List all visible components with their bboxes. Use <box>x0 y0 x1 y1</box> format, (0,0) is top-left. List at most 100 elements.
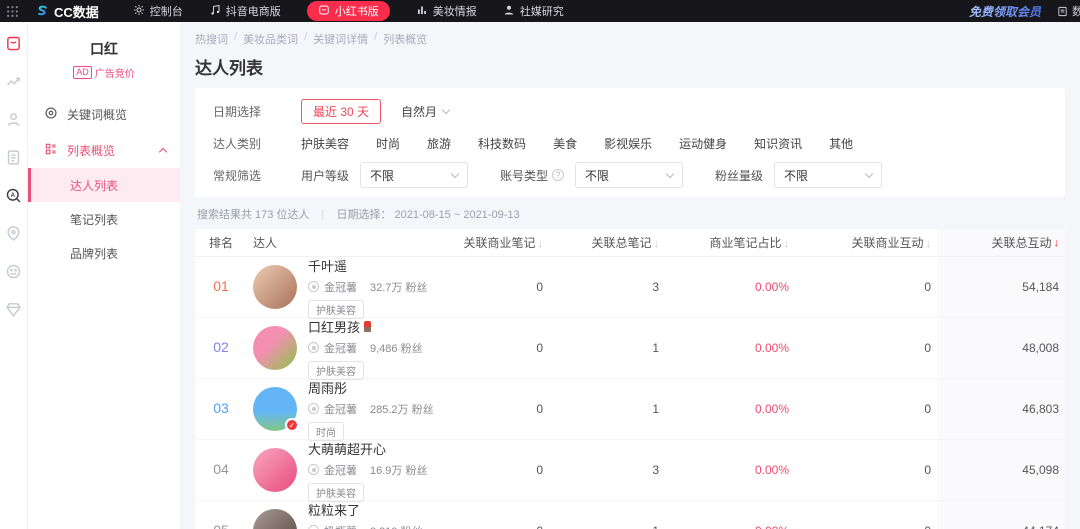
topnav-console[interactable]: 控制台 <box>133 3 183 19</box>
talent-name-text: 千叶遥 <box>308 258 348 274</box>
sidebar-item-keyword-overview[interactable]: 关键词概览 <box>28 96 180 132</box>
sidebar-item-list-overview[interactable]: 列表概览 <box>28 132 180 168</box>
results-bar: 搜索结果共 173 位达人 日期选择： 2021-08-15 ~ 2021-09… <box>195 197 1065 229</box>
top-nav: 控制台 抖音电商版 小红书版 美妆情报 社媒研究 <box>133 0 590 22</box>
talent-meta: 金冠薯 9,486 粉丝 <box>308 340 423 356</box>
smile-icon[interactable] <box>5 263 22 280</box>
breadcrumb-item[interactable]: 列表概览 <box>383 34 428 46</box>
column-label: 关联商业笔记 <box>463 236 536 250</box>
fans-count: 9,486 粉丝 <box>370 342 423 355</box>
talent-name[interactable]: 大萌萌超开心 <box>308 439 427 458</box>
document-icon[interactable] <box>5 149 22 166</box>
avatar[interactable]: ✓ <box>253 387 299 432</box>
category-option[interactable]: 护肤美容 <box>301 136 350 151</box>
user-level-select[interactable]: 不限 <box>360 162 469 188</box>
fans-scale-select[interactable]: 不限 <box>774 162 883 188</box>
rank-value: 02 <box>213 339 229 355</box>
category-option[interactable]: 影视娱乐 <box>604 136 653 151</box>
column-label: 排名 <box>208 236 233 250</box>
rank-value: 01 <box>213 278 229 294</box>
column-header[interactable]: 关联商业笔记 ↓ <box>445 234 549 251</box>
cell-value: 1 <box>549 524 665 529</box>
brand-logo[interactable]: CC数据 <box>35 2 99 21</box>
topbar: CC数据 控制台 抖音电商版 小红书版 美妆情报 社媒研究 免费领取会员 数据 <box>0 0 1080 22</box>
diamond-icon[interactable] <box>5 301 22 318</box>
recent-30-days-button[interactable]: 最近 30 天 <box>301 98 382 124</box>
category-option[interactable]: 运动健身 <box>679 136 728 151</box>
sidebar: 口红 AD 广告竞价 关键词概览 列表概览 达人列表 笔记列表 品牌列表 <box>28 22 180 529</box>
level-badge-label: 金冠薯 <box>324 464 357 477</box>
category-option[interactable]: 知识资讯 <box>754 136 803 151</box>
vip-claim-link[interactable]: 免费领取会员 <box>968 4 1041 19</box>
category-option[interactable]: 旅游 <box>427 136 452 151</box>
sidebar-item-label: 关键词概览 <box>67 107 128 122</box>
trend-share-icon[interactable] <box>5 73 22 90</box>
breadcrumb-item[interactable]: 关键词详情 <box>313 34 369 46</box>
sidebar-item-brand-list[interactable]: 品牌列表 <box>70 246 119 261</box>
apps-grid-icon[interactable] <box>6 4 21 19</box>
category-option[interactable]: 时尚 <box>376 136 401 151</box>
topnav-douyin-ecommerce[interactable]: 抖音电商版 <box>209 3 281 19</box>
category-filter-label: 达人类别 <box>213 136 262 151</box>
avatar[interactable] <box>253 448 297 492</box>
level-badge-icon <box>308 281 319 292</box>
sort-arrow-icon: ↓ <box>1053 236 1060 249</box>
rank-value: 05 <box>213 522 229 529</box>
breadcrumb-item[interactable]: 热搜词 <box>195 34 228 46</box>
category-option[interactable]: 科技数码 <box>478 136 527 151</box>
talent-name[interactable]: 粒粒来了 <box>308 500 423 519</box>
column-header[interactable]: 关联总笔记 ↓ <box>549 234 665 251</box>
avatar[interactable] <box>253 509 297 529</box>
column-header: 排名 <box>195 234 247 251</box>
data-menu-partial[interactable]: 数据 <box>1057 3 1080 19</box>
chevron-down-icon <box>665 169 675 178</box>
data-doc-icon <box>1058 6 1067 16</box>
cell-value: 54,184 <box>937 257 1065 317</box>
talent-meta: 金冠薯 32.7万 粉丝 <box>308 279 427 295</box>
topnav-xiaohongshu[interactable]: 小红书版 <box>306 1 390 21</box>
sidebar-item-talent-list[interactable]: 达人列表 <box>28 168 180 202</box>
ad-bidding-link[interactable]: AD 广告竞价 <box>28 65 180 80</box>
avatar[interactable] <box>253 265 297 309</box>
select-label: 用户等级 <box>301 168 350 183</box>
topnav-label: 美妆情报 <box>432 6 477 18</box>
avatar[interactable] <box>253 326 297 370</box>
topnav-social-research[interactable]: 社媒研究 <box>503 3 564 19</box>
sort-arrow-icon: ↓ <box>783 238 790 250</box>
select-filters: 用户等级 不限 账号类型? 不限 粉丝量级 不限 <box>301 162 914 188</box>
sidebar-item-note-list[interactable]: 笔记列表 <box>70 212 119 227</box>
breadcrumb-separator: / <box>304 31 308 43</box>
chevron-down-icon <box>450 169 460 178</box>
level-badge-icon <box>308 403 319 414</box>
user-icon[interactable] <box>5 111 22 128</box>
column-header[interactable]: 商业笔记占比 ↓ <box>665 234 795 251</box>
table-header: 排名 达人 关联商业笔记 ↓ 关联总笔记 ↓ 商业笔记占比 ↓ 关联商业互动 ↓ 关联总互动 ↓ <box>195 229 1065 257</box>
cell-value: 0 <box>536 341 543 355</box>
fans-count: 8,219 粉丝 <box>370 523 423 529</box>
breadcrumb-separator: / <box>234 31 238 43</box>
category-option[interactable]: 其他 <box>829 136 854 151</box>
column-header[interactable]: 关联商业互动 ↓ <box>795 234 937 251</box>
column-header[interactable]: 关联总互动 ↓ <box>937 229 1065 256</box>
red-book-icon[interactable] <box>5 35 22 52</box>
search-a-icon[interactable]: A <box>5 187 22 204</box>
lipstick-emoji <box>364 320 372 332</box>
topnav-beauty-intel[interactable]: 美妆情报 <box>416 3 477 19</box>
natural-month-dropdown[interactable]: 自然月 <box>401 103 451 120</box>
talent-name[interactable]: 千叶遥 <box>308 256 427 275</box>
rank-value: 04 <box>213 461 229 477</box>
column-label: 商业笔记占比 <box>709 236 782 250</box>
account-type-select[interactable]: 不限 <box>575 162 684 188</box>
category-option[interactable]: 美食 <box>553 136 578 151</box>
fans-count: 32.7万 粉丝 <box>370 281 428 294</box>
talent-name[interactable]: 周雨彤 <box>308 378 434 397</box>
breadcrumb-item[interactable]: 美妆品类词 <box>243 34 299 46</box>
help-icon[interactable]: ? <box>552 169 565 181</box>
filter-user-level: 用户等级 不限 <box>301 162 469 188</box>
pin-heart-icon[interactable] <box>5 225 22 242</box>
cell-value: 0.00% <box>754 402 789 416</box>
fans-count: 285.2万 粉丝 <box>370 403 434 416</box>
talent-name[interactable]: 口红男孩 <box>308 317 423 336</box>
general-filter-row: 常规筛选 用户等级 不限 账号类型? 不限 粉丝量级 不限 <box>213 159 1047 191</box>
chevron-up-icon <box>158 147 168 156</box>
